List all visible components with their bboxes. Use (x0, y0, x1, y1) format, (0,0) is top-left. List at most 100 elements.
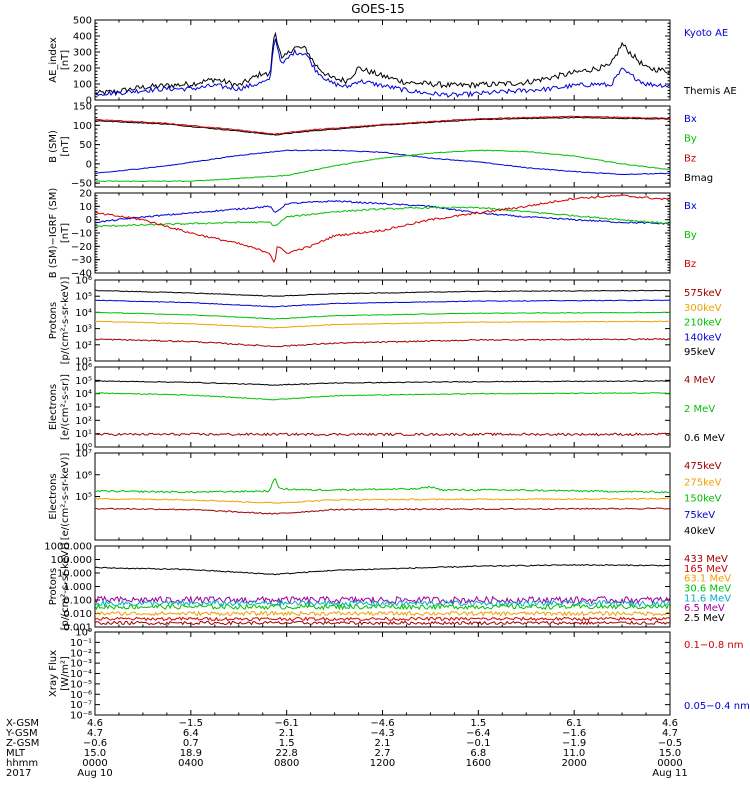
y-tick-label: 100.000 (51, 555, 92, 566)
legend-entry: 0.05−0.4 nm (684, 701, 750, 712)
y-axis-label: Protons (48, 568, 59, 605)
y-tick-label: 0.100 (63, 596, 92, 607)
legend-entry: 433 MeV (684, 554, 728, 565)
panel-frame (94, 631, 671, 716)
footer-value: −4.3 (370, 728, 394, 739)
legend-entry: 300keV (684, 303, 722, 314)
legend-entry: By (684, 134, 697, 145)
legend-entry: 0.6 MeV (684, 433, 725, 444)
legend-entry: 6.5 MeV (684, 603, 725, 614)
y-tick-label: 500 (73, 16, 92, 27)
y-tick-label: 10⁶ (75, 276, 92, 287)
y-tick-label: 10⁻¹ (70, 638, 92, 649)
panel-protons_kev: 10⁶ 10⁵ 10⁴ 10³ 10² 10¹ Protons [p/(cm²-s-sr-ke… (48, 276, 722, 368)
y-axis-label: Electrons (48, 384, 59, 430)
y-axis-label: AE_index (48, 37, 59, 83)
legend-entry: 275keV (684, 477, 722, 488)
series-line-140kev (95, 299, 670, 308)
y-tick-label: 400 (73, 32, 92, 43)
series-line-2-5-mev (95, 563, 670, 576)
footer-value: 15.0 (659, 748, 681, 759)
y-tick-label: 0 (86, 96, 92, 107)
y-tick-label: 10⁴ (75, 389, 92, 400)
y-tick-label: 200 (73, 64, 92, 75)
y-tick-label: 10⁻⁵ (70, 679, 92, 690)
series-line-bx (95, 200, 670, 225)
y-tick-label: 50 (79, 140, 92, 151)
y-axis-unit: [W/m²] (60, 656, 71, 691)
y-tick-label: 150 (73, 102, 92, 113)
y-tick-label: 0 (86, 215, 92, 226)
y-tick-label: 10⁻⁷ (70, 700, 92, 711)
y-tick-label: 10⁻⁸ (70, 711, 92, 722)
footer-value: 2.1 (279, 728, 295, 739)
legend-entry: 4 MeV (684, 375, 715, 386)
y-tick-label: 10⁻³ (70, 659, 92, 670)
footer-value: 6.4 (183, 728, 199, 739)
y-tick-label: 10³ (75, 403, 92, 414)
series-line-95kev (95, 289, 670, 297)
y-axis-label: Electrons (48, 473, 59, 519)
footer-value: 4.6 (87, 718, 103, 729)
series-line-bz (95, 194, 670, 264)
series-line-575kev (95, 337, 670, 348)
panel-bsm: 150 100 50 0 −50 B (SM) [nT] Bx By Bz Bmag (48, 102, 713, 190)
footer-value: −6.4 (466, 728, 490, 739)
series-line-bmag (95, 116, 670, 136)
series-line-475kev (95, 507, 670, 515)
legend-entry: 210keV (684, 318, 722, 329)
legend-entry: 150keV (684, 494, 722, 505)
footer-value: 6.8 (470, 748, 486, 759)
footer-value: 11.0 (563, 748, 585, 759)
footer-value: −1.5 (179, 718, 203, 729)
footer-value: −0.5 (658, 738, 682, 749)
y-tick-label: 10² (75, 416, 92, 427)
panel-frame (94, 452, 671, 541)
y-tick-label: 10.000 (57, 569, 92, 580)
footer-value: 1600 (466, 758, 491, 769)
y-tick-label: 0.010 (63, 609, 92, 620)
y-axis-label: Xray Flux (48, 650, 59, 697)
series-line-210kev (95, 311, 670, 320)
footer-value: 15.0 (84, 748, 106, 759)
y-axis-label: Protons (48, 302, 59, 339)
footer-value: 4.7 (662, 728, 678, 739)
panel-bigrf: 20 10 0 −10 −20 −30 −40 B (SM)−IGRF (SM) [nT] Bx B… (48, 188, 697, 280)
series-line-275kev (95, 497, 670, 504)
panel-protons_mev: 1000.000 100.000 10.000 1.000 0.100 0.010 0.00… (44, 542, 731, 634)
legend-entry: 475keV (684, 461, 722, 472)
series-line-by (95, 206, 670, 228)
y-axis-unit: [e/(cm²-s-sr)] (60, 374, 71, 440)
ephemeris-footer: X-GSM 4.6 −1.5 −6.1 −4.6 1.5 6.1 4.6 Y-GSM 4.7 6.4… (5, 718, 688, 779)
y-axis-label: B (SM)−IGRF (SM) (48, 188, 59, 279)
footer-value: 0000 (657, 758, 682, 769)
y-axis-unit: [e/(cm²-s-sr-keV)] (60, 453, 71, 541)
y-axis-unit: [p/(cm²-s-sr-keV)] (60, 543, 71, 631)
y-tick-label: 100 (73, 80, 92, 91)
series-line-0-6-mev (95, 380, 670, 386)
y-tick-label: 10⁻⁴ (70, 669, 92, 680)
legend-entry: 11.6 MeV (684, 593, 731, 604)
series-line-6-5-mev (95, 595, 670, 605)
y-tick-label: 10⁵ (75, 492, 92, 503)
series-line-433-mev (95, 620, 670, 626)
y-tick-label: 10¹ (75, 357, 92, 368)
series-line-11-6-mev (95, 599, 670, 608)
legend-entry: Bx (684, 201, 697, 212)
footer-row-label: Y-GSM (5, 728, 38, 739)
legend-entry: 63.1 MeV (684, 574, 731, 585)
y-tick-label: 10⁰ (75, 443, 92, 454)
y-tick-label: −50 (71, 179, 92, 190)
footer-value: 0400 (178, 758, 203, 769)
y-tick-label: 100 (73, 121, 92, 132)
panel-frame (94, 192, 671, 274)
chart-title: GOES-15 (351, 2, 405, 16)
footer-value: 1.5 (279, 738, 295, 749)
footer-value: −6.1 (275, 718, 299, 729)
legend-entry: Bmag (684, 173, 713, 184)
footer-row-label: X-GSM (6, 718, 39, 729)
series-group (95, 289, 670, 348)
